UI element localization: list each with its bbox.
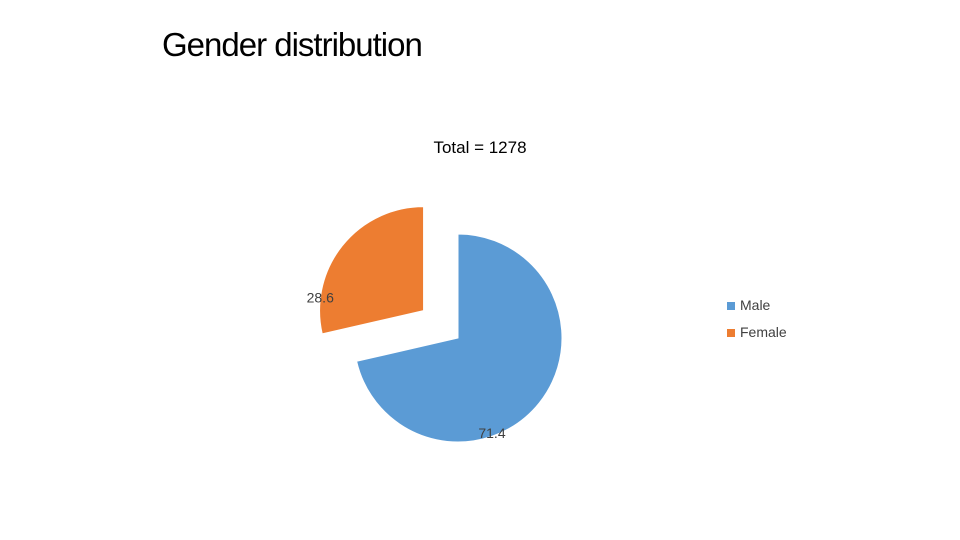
chart-legend: Male Female [727,297,787,340]
pie-slices [319,206,563,443]
legend-label-female: Female [740,324,787,340]
data-label-male: 71.4 [478,425,505,441]
legend-label-male: Male [740,297,771,313]
legend-swatch-male [727,302,735,310]
pie-slice-male [356,233,563,443]
legend-swatch-female [727,329,735,337]
pie-data-labels: 71.4 28.6 [307,289,506,440]
pie-slice-female [319,206,425,335]
chart-title: Total = 1278 [433,138,526,157]
data-label-female: 28.6 [307,289,334,305]
slide-title: Gender distribution [162,26,423,63]
